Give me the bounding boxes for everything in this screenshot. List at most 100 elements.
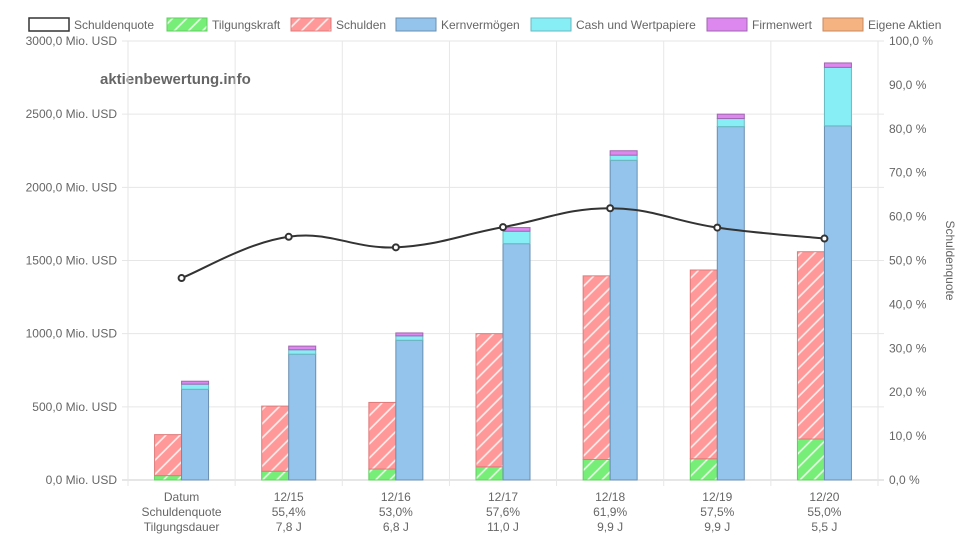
bar-schulden	[475, 333, 504, 468]
legend-label-eigene_aktien[interactable]: Eigene Aktien	[868, 18, 941, 32]
y-right-tick-label: 30,0 %	[889, 341, 927, 355]
bar-schulden	[154, 434, 183, 477]
bar-tilgungskraft	[582, 459, 611, 481]
legend-swatch-schulden[interactable]	[290, 17, 332, 32]
x-tick-label: 53,0%	[379, 505, 413, 519]
line-point	[391, 243, 400, 252]
bar-kernvermoegen	[609, 159, 638, 481]
bar-kernvermoegen	[288, 353, 317, 481]
legend-swatch-firmenwert[interactable]	[706, 17, 748, 32]
x-tick-label: 61,9%	[593, 505, 627, 519]
x-tick-label: 12/19	[702, 490, 732, 504]
bar-schulden	[261, 405, 290, 472]
x-tick-label: 12/17	[488, 490, 518, 504]
legend: Schuldenquote Tilgungskraft Schulden Kernve…	[28, 17, 941, 32]
y-left-tick-label: 0,0 Mio. USD	[46, 473, 118, 487]
legend-label-tilgungskraft[interactable]: Tilgungskraft	[212, 18, 281, 32]
watermark: aktienbewertung.info	[100, 71, 251, 88]
y-right-tick-label: 10,0 %	[889, 429, 927, 443]
y-axis-right-title: Schuldenquote	[943, 220, 957, 300]
bar-firmenwert	[609, 150, 638, 156]
bar-tilgungskraft	[261, 470, 290, 481]
y-right-tick-label: 40,0 %	[889, 297, 927, 311]
y-left-tick-label: 1000,0 Mio. USD	[26, 327, 118, 341]
y-left-tick-label: 1500,0 Mio. USD	[26, 254, 118, 268]
legend-label-kernvermoegen[interactable]: Kernvermögen	[441, 18, 520, 32]
x-tick-label: Datum	[164, 490, 199, 504]
bar-schulden	[582, 275, 611, 461]
y-right-tick-label: 80,0 %	[889, 122, 927, 136]
x-tick-label: 12/15	[274, 490, 304, 504]
bar-kernvermoegen	[823, 125, 852, 481]
x-tick-label: Tilgungsdauer	[144, 520, 220, 534]
y-right-tick-label: 100,0 %	[889, 34, 933, 48]
x-tick-label: 9,9 J	[704, 520, 730, 534]
y-right-tick-label: 70,0 %	[889, 166, 927, 180]
bar-tilgungskraft	[796, 438, 825, 481]
bar-cash	[502, 230, 531, 245]
line-point	[820, 234, 829, 243]
legend-label-firmenwert[interactable]: Firmenwert	[752, 18, 813, 32]
bar-kernvermoegen	[502, 243, 531, 481]
bar-cash	[823, 66, 852, 127]
bar-tilgungskraft	[475, 466, 504, 481]
x-tick-label: 55,4%	[272, 505, 306, 519]
bar-kernvermoegen	[716, 126, 745, 481]
x-tick-label: 11,0 J	[487, 520, 519, 534]
legend-swatch-tilgungskraft[interactable]	[166, 17, 208, 32]
bar-firmenwert	[181, 380, 210, 385]
x-tick-label: 12/20	[809, 490, 839, 504]
legend-swatch-cash[interactable]	[530, 17, 572, 32]
y-right-tick-label: 0,0 %	[889, 473, 920, 487]
legend-swatch-eigene_aktien[interactable]	[822, 17, 864, 32]
y-left-tick-label: 2000,0 Mio. USD	[26, 180, 118, 194]
schuldenquote-line	[177, 204, 829, 283]
bars	[154, 62, 852, 481]
legend-swatch-schuldenquote[interactable]	[28, 17, 70, 32]
x-tick-label: 7,8 J	[276, 520, 302, 534]
x-tick-label: Schuldenquote	[142, 505, 222, 519]
y-right-tick-label: 90,0 %	[889, 78, 927, 92]
y-left-tick-label: 2500,0 Mio. USD	[26, 107, 118, 121]
y-right-tick-label: 50,0 %	[889, 254, 927, 268]
line-point	[606, 204, 615, 213]
line-point	[499, 223, 507, 232]
line-point	[177, 274, 186, 283]
y-right-tick-label: 60,0 %	[889, 210, 927, 224]
bar-cash	[181, 383, 210, 390]
legend-label-schuldenquote[interactable]: Schuldenquote	[74, 18, 154, 32]
x-tick-label: 9,9 J	[597, 520, 623, 534]
x-tick-label: 57,5%	[700, 505, 734, 519]
legend-label-schulden[interactable]: Schulden	[336, 18, 386, 32]
x-tick-label: 6,8 J	[383, 520, 409, 534]
bar-schulden	[796, 251, 825, 440]
y-axis-right: 0,0 % 10,0 % 20,0 % 30,0 % 40,0 % 50,0 % 60,0 …	[889, 34, 933, 487]
x-tick-label: 55,0%	[807, 505, 841, 519]
bar-firmenwert	[716, 113, 745, 120]
bar-cash	[288, 349, 317, 355]
bar-cash	[609, 154, 638, 161]
legend-swatch-kernvermoegen[interactable]	[395, 17, 437, 32]
bar-firmenwert	[823, 62, 852, 68]
bar-cash	[395, 335, 424, 341]
bar-firmenwert	[395, 332, 424, 337]
bar-tilgungskraft	[368, 468, 397, 481]
bar-schulden	[368, 401, 397, 470]
legend-label-cash[interactable]: Cash und Wertpapiere	[576, 18, 696, 32]
x-tick-label: 5,5 J	[811, 520, 837, 534]
bar-kernvermoegen	[395, 339, 424, 481]
bar-firmenwert	[288, 345, 317, 351]
line-point	[713, 223, 722, 232]
y-axis-left: 0,0 Mio. USD 500,0 Mio. USD 1000,0 Mio. US…	[26, 34, 118, 487]
bar-cash	[716, 118, 745, 128]
line-point	[284, 232, 293, 241]
grid	[122, 40, 884, 486]
y-right-tick-label: 20,0 %	[889, 385, 927, 399]
bar-tilgungskraft	[689, 458, 718, 481]
y-left-tick-label: 500,0 Mio. USD	[32, 400, 117, 414]
bar-schulden	[689, 269, 718, 460]
x-tick-label: 57,6%	[486, 505, 520, 519]
bar-firmenwert	[502, 227, 531, 232]
